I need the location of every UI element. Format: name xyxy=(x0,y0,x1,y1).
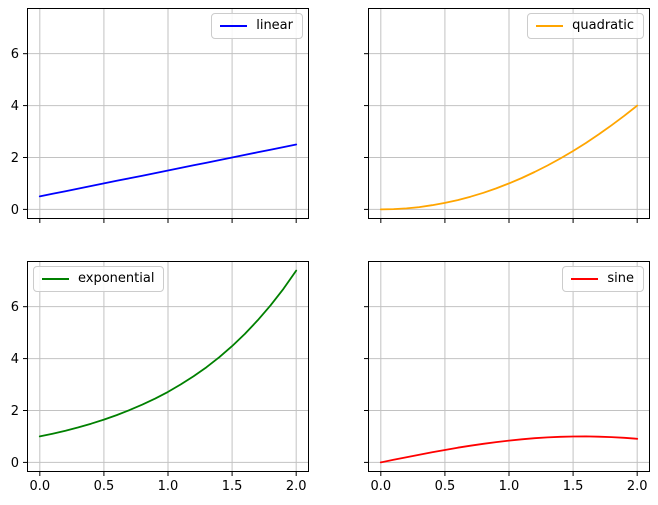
axes-spines xyxy=(368,8,650,219)
legend-label: linear xyxy=(256,18,293,33)
subplot-quadratic: quadratic xyxy=(364,8,650,223)
plot-area-linear: 0 2 4 6 xyxy=(11,8,309,223)
y-tick-label: 4 xyxy=(11,352,19,367)
plot-area-sine: 0.0 0.5 1.0 1.5 2.0 xyxy=(364,261,650,494)
y-tick-label: 2 xyxy=(11,151,19,166)
legend-label: exponential xyxy=(78,271,155,286)
legend-label: sine xyxy=(607,271,634,286)
legend-line-swatch xyxy=(536,25,564,28)
series-line-sine xyxy=(379,435,639,464)
axes-spines xyxy=(27,261,309,472)
axes-spines xyxy=(27,8,309,219)
plot-area-quadratic xyxy=(364,8,650,223)
axes-spines xyxy=(368,261,650,472)
y-tick-label: 4 xyxy=(11,99,19,114)
legend-label: quadratic xyxy=(572,18,634,33)
legend: linear xyxy=(211,13,303,40)
y-tick-label: 0 xyxy=(11,456,19,471)
legend: quadratic xyxy=(527,13,644,40)
x-tick-label: 0.0 xyxy=(29,479,50,494)
x-tick-label: 0.5 xyxy=(94,479,115,494)
legend-line-swatch xyxy=(42,278,69,281)
y-tick-label: 6 xyxy=(11,300,19,315)
subplot-sine: 0.0 0.5 1.0 1.5 2.0 sine xyxy=(364,261,650,494)
subplot-exponential: 0.0 0.5 1.0 1.5 2.0 0 2 4 6 exponential xyxy=(11,261,309,494)
x-tick-label: 1.5 xyxy=(222,479,243,494)
legend: exponential xyxy=(33,266,165,293)
subplot-linear: 0 2 4 6 linear xyxy=(11,8,309,223)
x-tick-label: 1.5 xyxy=(563,479,584,494)
y-tick-label: 2 xyxy=(11,404,19,419)
legend: sine xyxy=(562,266,644,293)
series-line-quadratic xyxy=(379,104,639,211)
series-line-exponential xyxy=(38,269,298,438)
y-tick-label: 0 xyxy=(11,203,19,218)
x-tick-label: 1.0 xyxy=(499,479,520,494)
legend-line-swatch xyxy=(220,25,248,28)
series-line-linear xyxy=(38,143,298,198)
legend-line-swatch xyxy=(571,278,599,281)
x-tick-label: 0.0 xyxy=(370,479,391,494)
x-tick-label: 2.0 xyxy=(286,479,307,494)
y-tick-label: 6 xyxy=(11,47,19,62)
x-tick-label: 0.5 xyxy=(435,479,456,494)
plot-area-exponential: 0.0 0.5 1.0 1.5 2.0 0 2 4 6 xyxy=(11,261,309,494)
x-tick-label: 2.0 xyxy=(627,479,648,494)
x-tick-label: 1.0 xyxy=(158,479,179,494)
